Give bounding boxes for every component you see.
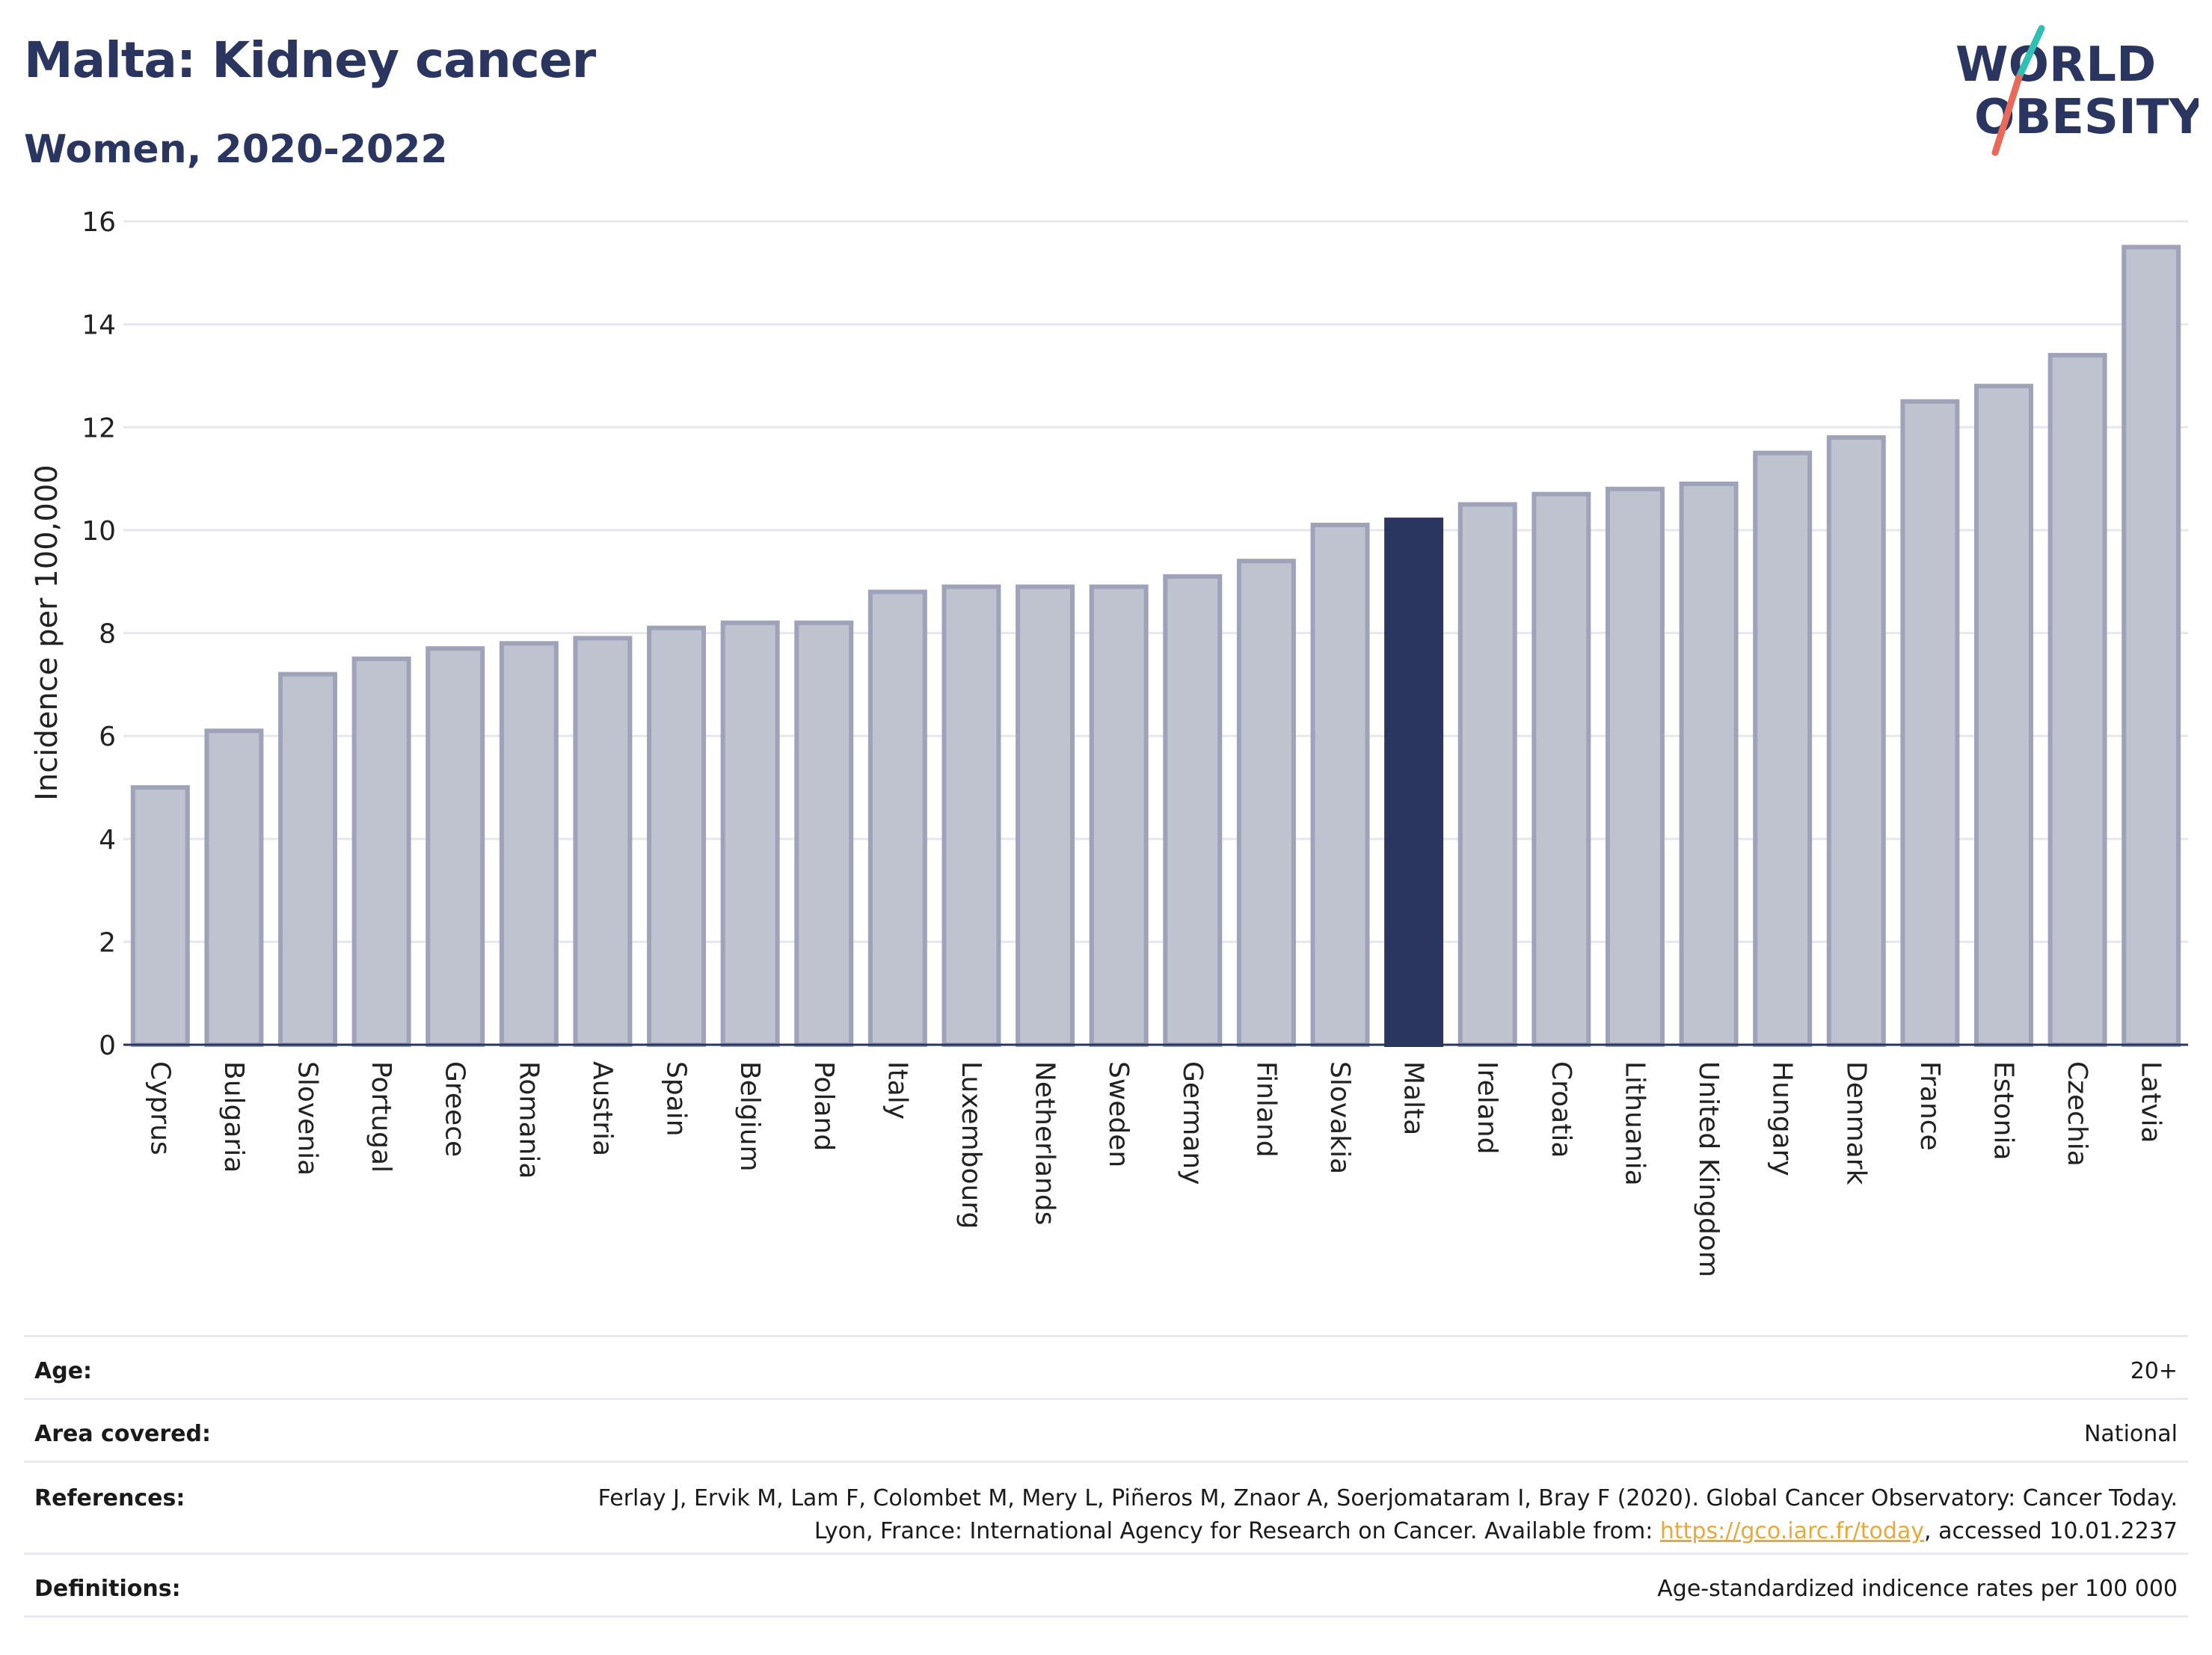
bar-belgium[interactable] — [720, 620, 780, 1047]
logo-slash-teal — [2015, 25, 2045, 81]
age-label: Age: — [34, 1358, 93, 1384]
x-tick-label: Latvia — [2136, 1061, 2166, 1143]
x-tick-label: Cyprus — [144, 1061, 175, 1155]
footer-row-references: References: Ferlay J, Ervik M, Lam F, Co… — [24, 1461, 2188, 1553]
x-tick-label: Sweden — [1103, 1061, 1134, 1167]
y-tick-label: 4 — [99, 825, 116, 856]
x-tick-label: Luxembourg — [956, 1061, 986, 1229]
y-tick-label: 10 — [82, 516, 116, 547]
x-tick-label: Austria — [587, 1061, 618, 1156]
bar-greece[interactable] — [425, 646, 485, 1047]
bar-luxembourg[interactable] — [941, 584, 1001, 1047]
bar-czechia[interactable] — [2047, 352, 2107, 1048]
x-tick-label: Netherlands — [1030, 1061, 1060, 1225]
world-obesity-logo: WORLD OBESITY — [1956, 25, 2199, 156]
references-link[interactable]: https://gco.iarc.fr/today — [1659, 1518, 1925, 1544]
y-axis-ticks: 0 2 4 6 8 10 12 14 16 — [82, 207, 116, 1061]
x-tick-label: Italy — [882, 1061, 912, 1120]
bar-netherlands[interactable] — [1016, 584, 1075, 1047]
area-value: National — [2083, 1421, 2178, 1447]
chart-title: Malta: Kidney cancer — [24, 31, 596, 89]
bar-poland[interactable] — [794, 620, 854, 1047]
y-tick-label: 8 — [99, 619, 116, 650]
y-tick-label: 12 — [82, 413, 116, 443]
bar-denmark[interactable] — [1826, 435, 1886, 1047]
definitions-value: Age-standardized indicence rates per 100… — [1657, 1576, 2178, 1602]
bar-bulgaria[interactable] — [204, 728, 264, 1048]
bar-ireland[interactable] — [1457, 502, 1517, 1047]
x-tick-label: Belgium — [734, 1061, 765, 1172]
y-tick-label: 16 — [82, 207, 116, 238]
bar-lithuania[interactable] — [1605, 486, 1665, 1047]
y-tick-label: 14 — [82, 310, 116, 341]
x-tick-label: Czechia — [2062, 1061, 2092, 1167]
x-axis-ticks: Cyprus Bulgaria Slovenia Portugal Greece Roma… — [144, 1061, 2166, 1277]
x-tick-label: Ireland — [1472, 1061, 1502, 1155]
x-tick-label: Germany — [1177, 1061, 1208, 1185]
logo-slash-coral — [1991, 73, 2023, 156]
definitions-label: Definitions: — [34, 1576, 181, 1602]
references-value: Ferlay J, Ervik M, Lam F, Colombet M, Me… — [532, 1482, 2178, 1548]
bar-finland[interactable] — [1236, 559, 1296, 1047]
bar-slovenia[interactable] — [278, 672, 338, 1047]
x-tick-label: Poland — [808, 1061, 839, 1151]
area-label: Area covered: — [34, 1421, 211, 1447]
bar-chart: 0 2 4 6 8 10 12 14 16 Cyprus Bulgaria Slovenia Port… — [30, 207, 2188, 1277]
bar-latvia[interactable] — [2122, 245, 2181, 1047]
footer-row-definitions: Definitions: Age-standardized indicence … — [24, 1553, 2188, 1618]
x-tick-label: Portugal — [366, 1061, 396, 1173]
x-tick-label: Finland — [1250, 1061, 1281, 1158]
x-tick-label: Slovenia — [292, 1061, 323, 1176]
x-tick-label: Spain — [661, 1061, 692, 1137]
bar-estonia[interactable] — [1973, 384, 2033, 1047]
references-text: Ferlay J, Ervik M, Lam F, Colombet M, Me… — [597, 1485, 2178, 1544]
x-tick-label: Denmark — [1840, 1061, 1871, 1185]
bar-austria[interactable] — [573, 636, 633, 1047]
bar-france[interactable] — [1900, 399, 1960, 1047]
bar-croatia[interactable] — [1531, 491, 1591, 1047]
age-value: 20+ — [2130, 1358, 2178, 1384]
x-tick-label: United Kingdom — [1693, 1061, 1724, 1277]
references-suffix: , accessed 10.01.2237 — [1924, 1518, 2178, 1544]
bar-italy[interactable] — [867, 589, 927, 1047]
x-tick-label: Lithuania — [1619, 1061, 1650, 1186]
x-tick-label: Greece — [440, 1061, 470, 1157]
logo-word-world: WORLD — [1956, 37, 2156, 93]
x-tick-label: Estonia — [1988, 1061, 2018, 1161]
bar-cyprus[interactable] — [130, 784, 190, 1047]
bars — [130, 245, 2181, 1048]
y-axis-label: Incidence per 100,000 — [30, 464, 64, 801]
footer-table: Age: 20+ Area covered: National Referenc… — [24, 1335, 2188, 1618]
x-tick-label: Romania — [513, 1061, 544, 1179]
chart-subtitle: Women, 2020-2022 — [24, 127, 448, 172]
y-tick-label: 6 — [99, 722, 116, 752]
bar-romania[interactable] — [499, 641, 559, 1047]
bar-hungary[interactable] — [1753, 450, 1813, 1047]
bar-malta[interactable] — [1384, 518, 1444, 1047]
references-label: References: — [34, 1485, 185, 1511]
x-tick-label: Malta — [1398, 1061, 1429, 1135]
x-tick-label: France — [1914, 1061, 1945, 1151]
bar-germany[interactable] — [1163, 574, 1223, 1047]
y-tick-label: 0 — [99, 1031, 116, 1061]
footer-row-area: Area covered: National — [24, 1398, 2188, 1461]
x-tick-label: Croatia — [1546, 1061, 1576, 1158]
x-tick-label: Bulgaria — [218, 1061, 249, 1173]
bar-slovakia[interactable] — [1310, 522, 1370, 1047]
bar-portugal[interactable] — [351, 656, 411, 1047]
x-tick-label: Hungary — [1767, 1061, 1798, 1176]
x-tick-label: Slovakia — [1324, 1061, 1355, 1174]
y-tick-label: 2 — [99, 927, 116, 958]
bar-spain[interactable] — [647, 625, 707, 1047]
bar-sweden[interactable] — [1089, 584, 1149, 1047]
bar-united-kingdom[interactable] — [1679, 481, 1739, 1047]
footer-row-age: Age: 20+ — [24, 1335, 2188, 1398]
